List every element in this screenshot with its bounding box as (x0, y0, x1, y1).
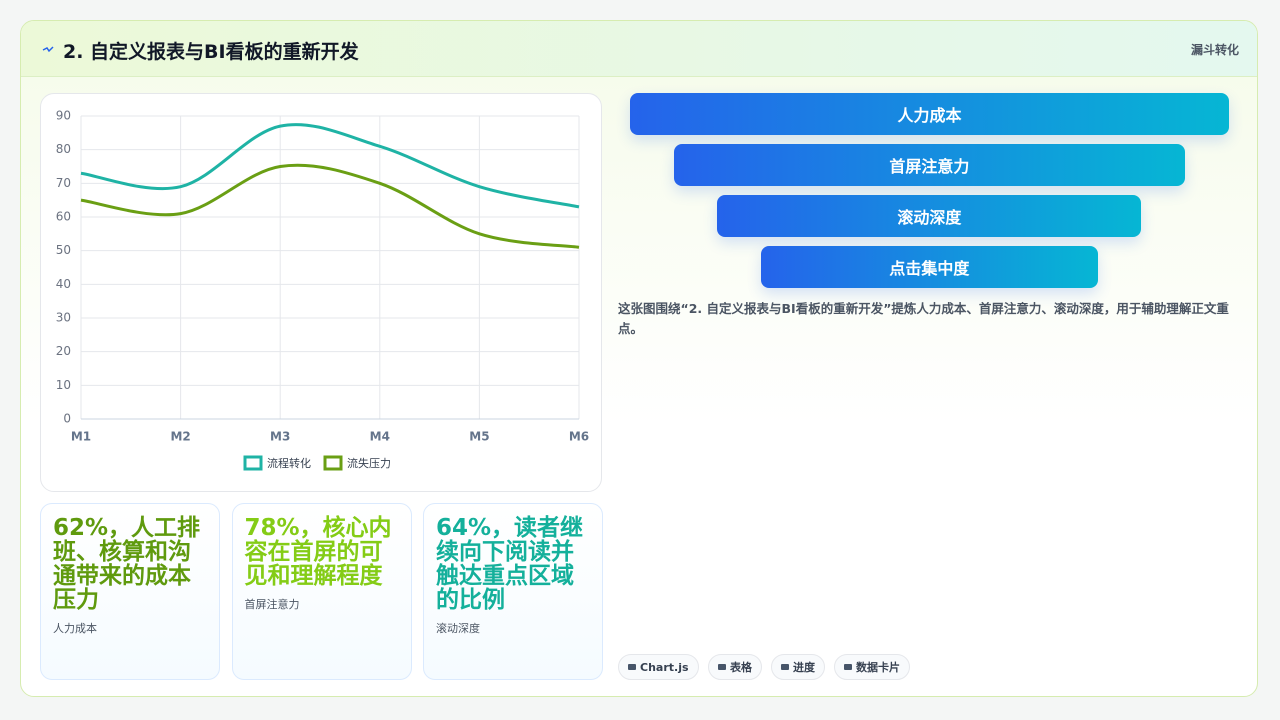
funnel-step: 点击集中度 (761, 246, 1098, 288)
header-tag: 漏斗转化 (1190, 43, 1239, 57)
tag-label: Chart.js (640, 660, 689, 674)
tag-pill: 表格 (708, 654, 762, 680)
stat-label: 首屏注意力 (244, 598, 300, 611)
y-tick-label: 10 (56, 378, 71, 392)
stat-label: 滚动深度 (436, 622, 480, 635)
funnel-step: 人力成本 (630, 93, 1229, 135)
funnel-step: 首屏注意力 (673, 144, 1186, 186)
x-tick-label: M3 (270, 430, 290, 444)
x-tick-label: M1 (71, 430, 91, 444)
tag-icon (718, 664, 726, 670)
tag-label: 数据卡片 (856, 661, 900, 674)
y-tick-label: 70 (56, 176, 71, 190)
legend-swatch (323, 455, 343, 471)
tag-icon (781, 664, 789, 670)
header-title: 2. 自定义报表与BI看板的重新开发 (63, 41, 359, 63)
stat-text: 78%，核心内容在首屏的可见和理解程度 (244, 515, 392, 589)
y-tick-label: 40 (56, 277, 71, 291)
tag-icon (844, 664, 852, 670)
stat-card: 78%，核心内容在首屏的可见和理解程度首屏注意力 (231, 503, 412, 680)
x-tick-label: M6 (569, 430, 589, 444)
legend-label: 流失压力 (347, 456, 391, 470)
stat-card: 64%，读者继续向下阅读并触达重点区域的比例滚动深度 (423, 503, 603, 680)
header: 2. 自定义报表与BI看板的重新开发 漏斗转化 (21, 21, 1257, 77)
y-tick-label: 0 (63, 412, 71, 426)
description: 这张图围绕“2. 自定义报表与BI看板的重新开发”提炼人力成本、首屏注意力、滚动… (618, 301, 1229, 336)
stat-text: 64%，读者继续向下阅读并触达重点区域的比例 (436, 515, 584, 613)
tag-icon (628, 664, 636, 670)
y-tick-label: 60 (56, 210, 71, 224)
x-tick-label: M2 (170, 430, 190, 444)
line-series (80, 163, 580, 249)
tag-label: 进度 (793, 661, 815, 674)
stat-text: 62%，人工排班、核算和沟通带来的成本压力 (53, 515, 201, 613)
panel: 2. 自定义报表与BI看板的重新开发 漏斗转化 0 10 20 30 40 50 60 70 8… (20, 20, 1258, 697)
stat-label: 人力成本 (53, 622, 97, 635)
legend-label: 流程转化 (267, 456, 311, 470)
y-tick-label: 80 (56, 142, 71, 156)
stat-card: 62%，人工排班、核算和沟通带来的成本压力人力成本 (40, 503, 220, 680)
tag-pill: 进度 (771, 654, 825, 680)
chart: 0 10 20 30 40 50 60 70 80 90 M1 M2 M3 M4 M5 M6 流程转化 流失压力 (56, 109, 589, 471)
x-tick-label: M4 (370, 430, 390, 444)
y-tick-label: 90 (56, 109, 71, 123)
tag-pill: Chart.js (618, 654, 699, 680)
tag-pill: 数据卡片 (834, 654, 910, 680)
tag-label: 表格 (730, 661, 752, 674)
x-tick-label: M5 (469, 430, 489, 444)
y-tick-label: 50 (56, 243, 71, 257)
y-tick-label: 30 (56, 311, 71, 325)
header-icon (42, 46, 54, 53)
line-series (80, 123, 580, 209)
y-tick-label: 20 (56, 344, 71, 358)
chart-card: 0 10 20 30 40 50 60 70 80 90 M1 M2 M3 M4 M5 M6 流程转化 流失压力 (40, 93, 602, 492)
legend-swatch (243, 455, 263, 471)
funnel-step: 滚动深度 (717, 195, 1142, 237)
